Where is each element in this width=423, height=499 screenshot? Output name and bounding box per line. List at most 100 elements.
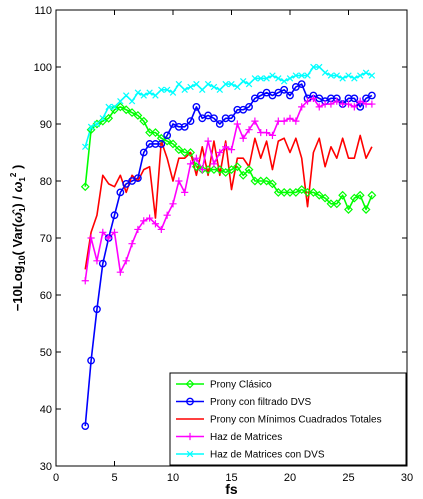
data-point	[163, 86, 171, 94]
data-point	[321, 69, 329, 76]
data-point	[297, 80, 306, 89]
data-point	[93, 120, 101, 128]
data-point	[351, 75, 358, 82]
data-point	[180, 122, 189, 131]
data-point	[186, 117, 195, 126]
data-point	[250, 176, 260, 186]
data-point	[362, 69, 370, 76]
data-point	[128, 240, 136, 248]
data-point	[344, 205, 353, 214]
data-point	[232, 162, 242, 172]
data-point	[210, 114, 218, 123]
data-point	[303, 187, 312, 197]
legend-label: Prony con Mínimos Cuadrados Totales	[210, 415, 382, 426]
data-point	[304, 72, 311, 79]
data-point	[280, 78, 288, 85]
data-point	[215, 165, 225, 175]
data-point	[338, 190, 348, 200]
data-point	[209, 165, 219, 175]
data-point	[257, 75, 264, 82]
data-point	[204, 137, 212, 145]
data-point	[198, 166, 206, 174]
data-point	[82, 143, 89, 151]
y-tick-label: 70	[40, 233, 52, 245]
data-point	[186, 160, 195, 168]
y-tick-label: 110	[34, 5, 52, 17]
data-point	[314, 190, 324, 200]
data-point	[181, 188, 189, 196]
data-point	[111, 103, 118, 111]
data-point	[180, 148, 190, 157]
data-point	[286, 91, 294, 100]
data-point	[104, 113, 114, 123]
data-point	[151, 128, 160, 137]
data-point	[279, 187, 289, 197]
data-point	[356, 97, 364, 105]
data-point	[292, 117, 300, 125]
data-point	[333, 72, 341, 79]
series-line-3	[84, 134, 373, 270]
y-tick-label: 60	[40, 290, 52, 302]
data-point	[116, 188, 125, 197]
data-point	[308, 187, 318, 197]
data-point	[263, 75, 270, 82]
data-point	[169, 200, 177, 208]
data-point	[222, 80, 229, 88]
data-point	[216, 148, 224, 157]
data-point	[310, 63, 317, 71]
data-point	[93, 305, 101, 314]
data-point	[368, 72, 376, 79]
data-point	[239, 78, 247, 85]
data-point	[87, 234, 95, 242]
data-point	[80, 182, 90, 192]
axes: 0 5 10 15 20 25 30 30 40 50 60 70 80 90 100 110	[34, 5, 413, 484]
data-point	[192, 103, 201, 111]
x-tick-label: 20	[284, 472, 296, 484]
data-point	[263, 128, 271, 137]
data-point	[256, 176, 266, 186]
legend-label: Prony Clásico	[210, 380, 272, 391]
data-point	[222, 143, 230, 151]
data-point	[81, 422, 90, 430]
data-point	[81, 277, 89, 285]
data-point	[349, 193, 359, 203]
y-tick-label: 50	[40, 347, 52, 359]
data-point	[280, 85, 289, 94]
data-point	[181, 86, 188, 94]
data-point	[186, 450, 194, 458]
data-point	[133, 111, 143, 120]
data-point	[192, 154, 200, 162]
data-point	[273, 187, 283, 197]
data-point	[157, 140, 166, 148]
data-point	[187, 83, 194, 91]
data-point	[162, 136, 172, 146]
x-tick-label: 10	[167, 472, 179, 484]
data-point	[121, 105, 131, 115]
data-point	[298, 72, 305, 79]
data-point	[285, 187, 295, 197]
data-point	[315, 103, 323, 111]
legend-entry-5: Haz de Matrices con DVS	[176, 450, 325, 461]
data-point	[228, 80, 235, 88]
data-point	[110, 228, 119, 236]
y-tick-label: 30	[40, 461, 52, 473]
data-point	[251, 75, 259, 82]
data-point	[146, 214, 154, 222]
legend-entry-1: Prony Clásico	[176, 380, 272, 391]
data-point	[262, 176, 272, 186]
data-point	[292, 72, 300, 79]
data-point	[326, 199, 336, 209]
data-point	[269, 72, 276, 79]
x-tick-label: 25	[342, 472, 354, 484]
data-point	[146, 89, 153, 96]
data-point	[309, 94, 317, 102]
data-point	[234, 83, 241, 91]
data-point	[152, 92, 159, 99]
data-point	[361, 205, 371, 214]
data-point	[203, 165, 213, 175]
data-point	[280, 117, 288, 125]
legend-entry-2: Prony con filtrado DVS	[176, 397, 311, 408]
data-point	[286, 114, 294, 122]
data-point	[128, 97, 136, 105]
legend-label: Prony con filtrado DVS	[210, 397, 311, 408]
